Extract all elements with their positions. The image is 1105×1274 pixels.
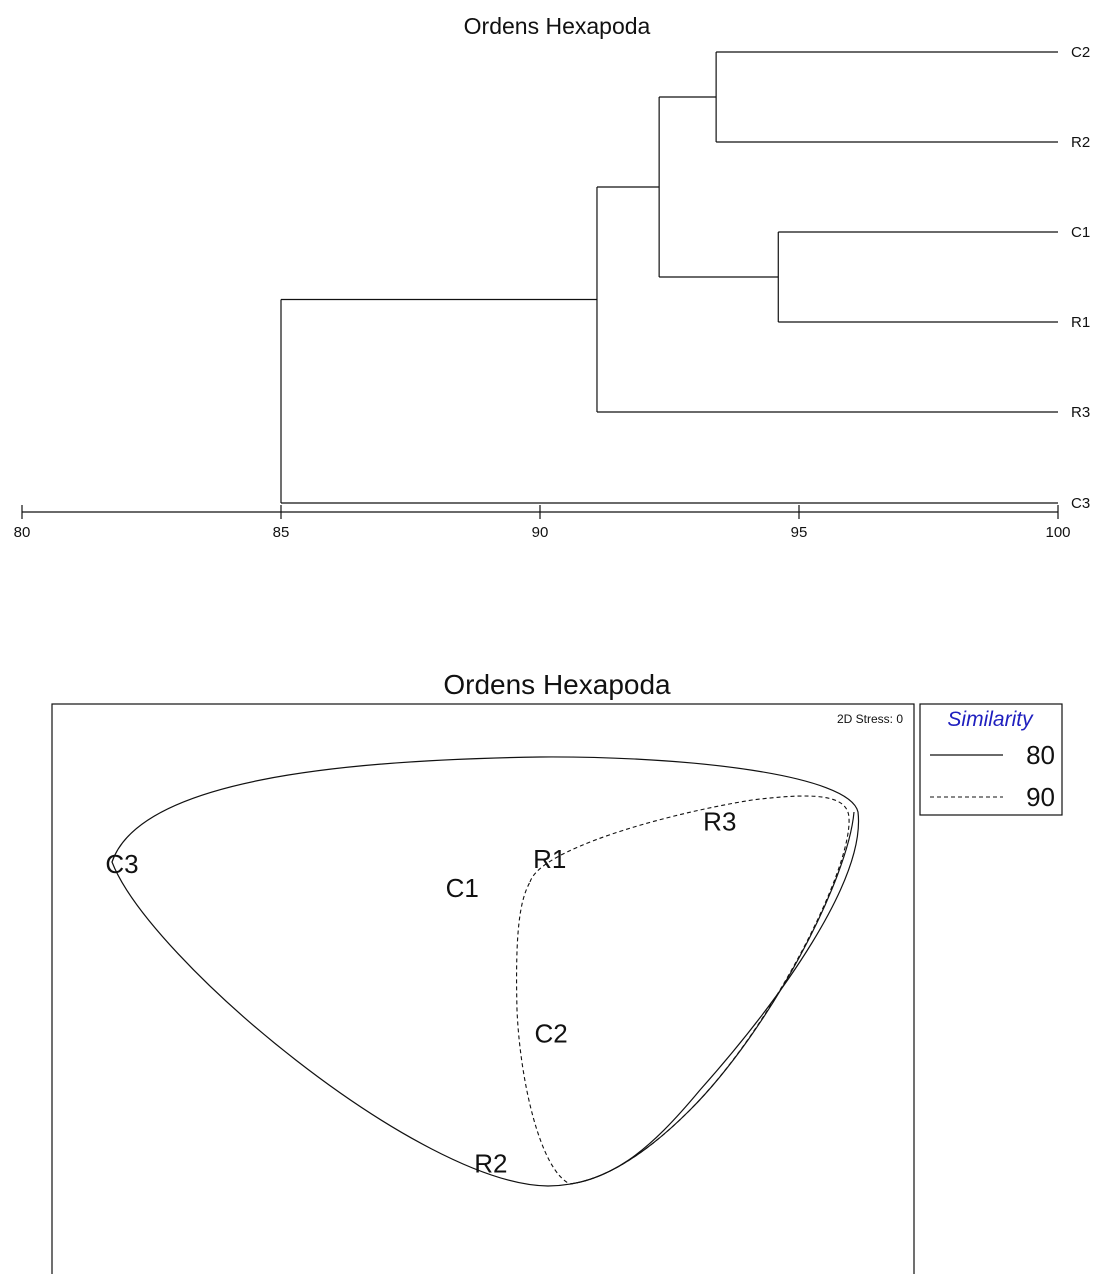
leaf-label: C1 <box>1071 224 1090 241</box>
dendrogram-leaf-labels: C2 R2 C1 R1 R3 C3 <box>1071 44 1090 512</box>
dendrogram-links <box>280 51 1058 504</box>
mds-title: Ordens Hexapoda <box>443 669 671 700</box>
similarity-80-inner-edge <box>569 811 855 1185</box>
legend-title: Similarity <box>947 708 1034 731</box>
mds-point-r3: R3 <box>703 806 736 836</box>
legend-value: 80 <box>1026 740 1055 770</box>
mds-point-r1: R1 <box>533 844 566 874</box>
similarity-axis: 80 85 90 95 100 <box>14 505 1071 541</box>
mds-point-c2: C2 <box>534 1018 567 1048</box>
leaf-label: R3 <box>1071 404 1090 421</box>
mds-point-c3: C3 <box>105 849 138 879</box>
leaf-label: R1 <box>1071 314 1090 331</box>
similarity-90-contour <box>516 795 850 1185</box>
similarity-80-contour <box>111 756 860 1187</box>
plot-frame <box>51 703 915 1274</box>
mds-point-labels: C3 C1 R1 R3 C2 R2 <box>105 806 736 1178</box>
axis-tick-label: 80 <box>14 524 31 541</box>
legend-box <box>919 703 1063 816</box>
axis-tick-label: 90 <box>532 524 549 541</box>
leaf-label: C3 <box>1071 495 1090 512</box>
axis-tick-label: 95 <box>791 524 808 541</box>
dendrogram-title: Ordens Hexapoda <box>464 13 651 39</box>
mds-chart: Ordens Hexapoda 2D Stress: 0 C3 C1 R1 R3 C2 R… <box>51 669 1063 1274</box>
leaf-label: C2 <box>1071 44 1090 61</box>
axis-tick-label: 85 <box>273 524 290 541</box>
stress-label: 2D Stress: 0 <box>837 712 903 726</box>
dendrogram-chart: Ordens Hexapoda C2 R2 C1 R1 R3 C3 80 85 90 95 100 <box>14 13 1091 541</box>
leaf-label: R2 <box>1071 134 1090 151</box>
legend-value: 90 <box>1026 782 1055 812</box>
axis-tick-label: 100 <box>1045 524 1070 541</box>
mds-point-r2: R2 <box>474 1149 507 1179</box>
mds-point-c1: C1 <box>446 873 479 903</box>
